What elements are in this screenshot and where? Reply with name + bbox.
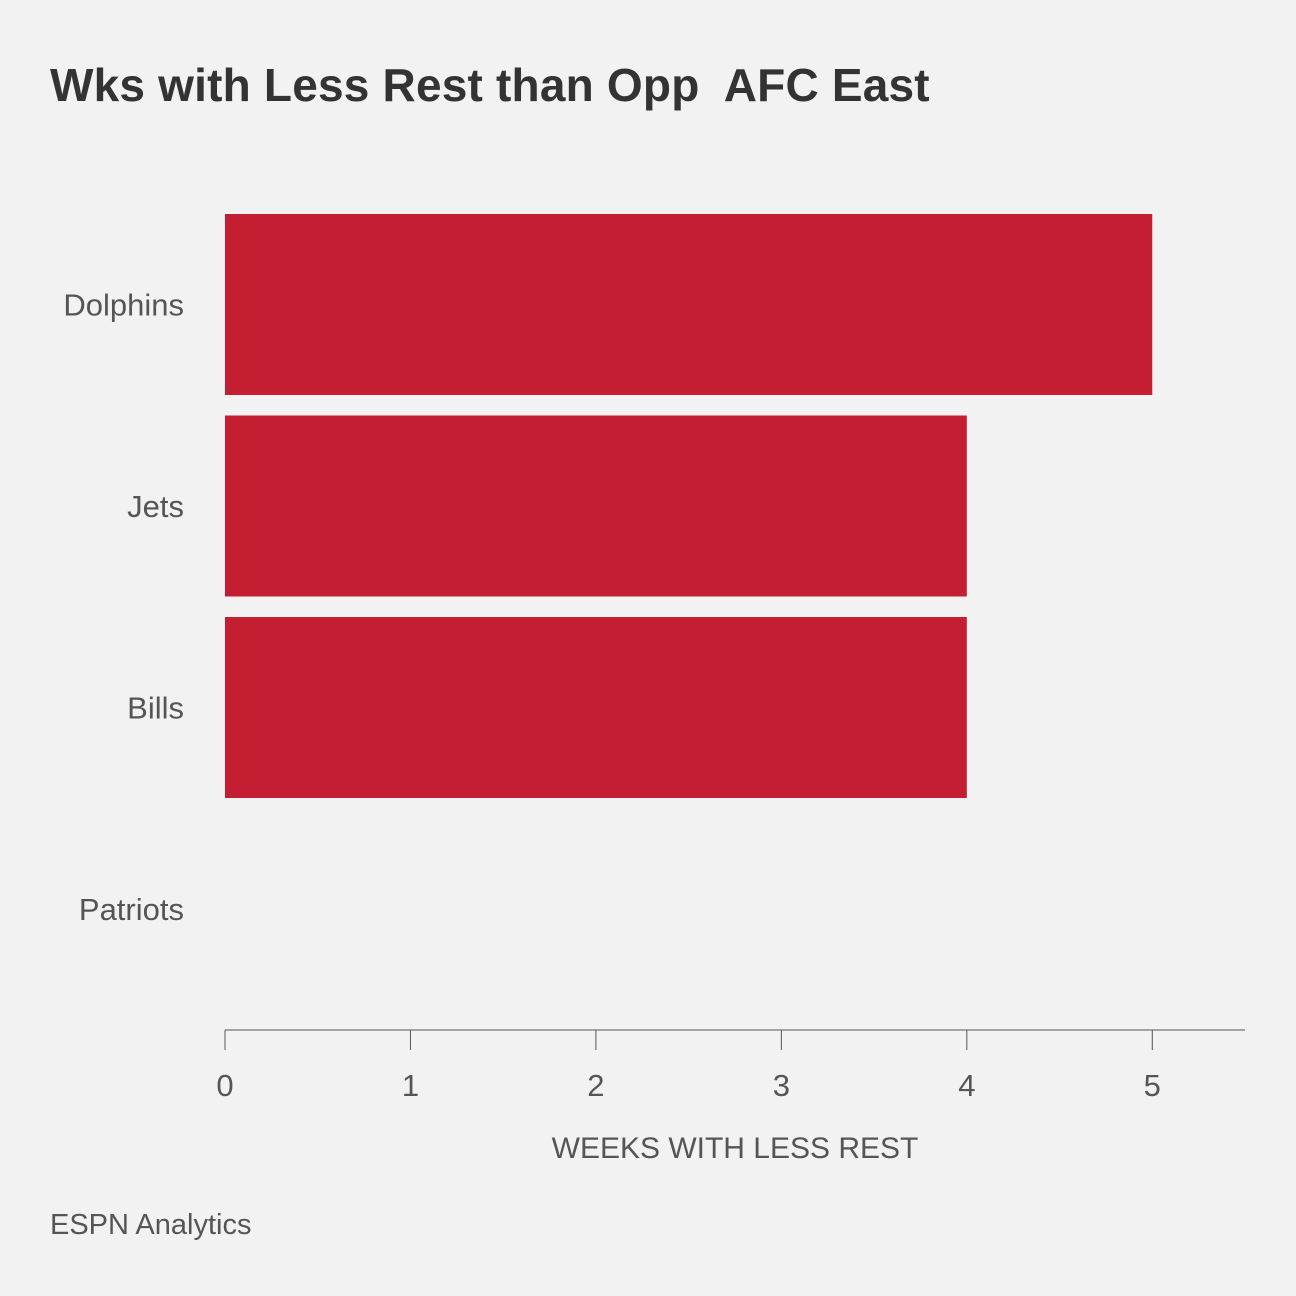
x-tick-label-1: 1 xyxy=(402,1068,419,1103)
bar-jets xyxy=(225,415,967,597)
x-tick-label-2: 2 xyxy=(587,1068,604,1103)
category-label-jets: Jets xyxy=(127,489,184,524)
bar-dolphins xyxy=(225,214,1153,395)
category-labels: Dolphins Jets Bills Patriots xyxy=(63,288,184,928)
x-tick-label-4: 4 xyxy=(958,1068,975,1103)
category-label-bills: Bills xyxy=(127,691,184,726)
category-label-dolphins: Dolphins xyxy=(63,288,184,323)
category-label-patriots: Patriots xyxy=(79,892,184,927)
x-axis-title: WEEKS WITH LESS REST xyxy=(552,1132,919,1165)
chart-title: Wks with Less Rest than Opp AFC East xyxy=(50,59,930,111)
bar-bills xyxy=(225,617,967,798)
x-tick-label-0: 0 xyxy=(216,1068,233,1103)
x-axis: 0 1 2 3 4 5 xyxy=(216,1029,1245,1103)
x-tick-label-5: 5 xyxy=(1144,1068,1161,1103)
source-credit: ESPN Analytics xyxy=(50,1209,252,1241)
x-tick-label-3: 3 xyxy=(773,1068,790,1103)
bars xyxy=(225,214,1153,798)
